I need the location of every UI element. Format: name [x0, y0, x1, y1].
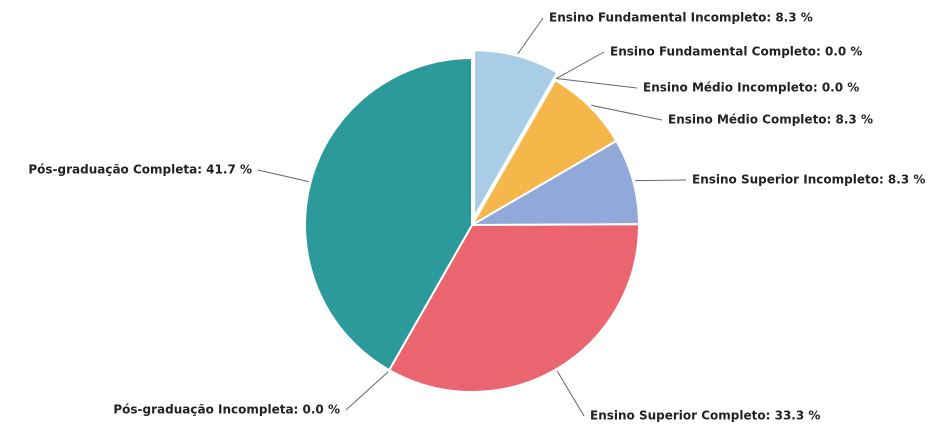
pie-slice — [387, 223, 640, 393]
leader-line — [635, 179, 687, 182]
data-label: Pós-graduação Incompleta: 0.0 % — [113, 403, 340, 417]
data-label: Ensino Fundamental Incompleto: 8.3 % — [549, 11, 813, 25]
data-label: Ensino Fundamental Completo: 0.0 % — [610, 45, 862, 59]
data-label: Pós-graduação Completa: 41.7 % — [28, 163, 252, 177]
data-label: Ensino Superior Completo: 33.3 % — [590, 409, 820, 423]
leader-line — [591, 104, 663, 121]
leader-line — [517, 17, 544, 55]
leader-line — [345, 371, 389, 411]
leader-line — [556, 51, 605, 79]
pie-slice — [469, 78, 618, 228]
pie-slice — [304, 56, 473, 372]
data-label: Ensino Médio Incompleto: 0.0 % — [643, 81, 859, 95]
pie-slice — [468, 139, 641, 227]
pie-slice — [473, 49, 559, 222]
data-label: Ensino Médio Completo: 8.3 % — [668, 113, 873, 127]
leader-line — [257, 169, 309, 183]
leader-line — [556, 78, 638, 89]
leader-line — [556, 370, 585, 417]
data-label: Ensino Superior Incompleto: 8.3 % — [692, 173, 925, 187]
